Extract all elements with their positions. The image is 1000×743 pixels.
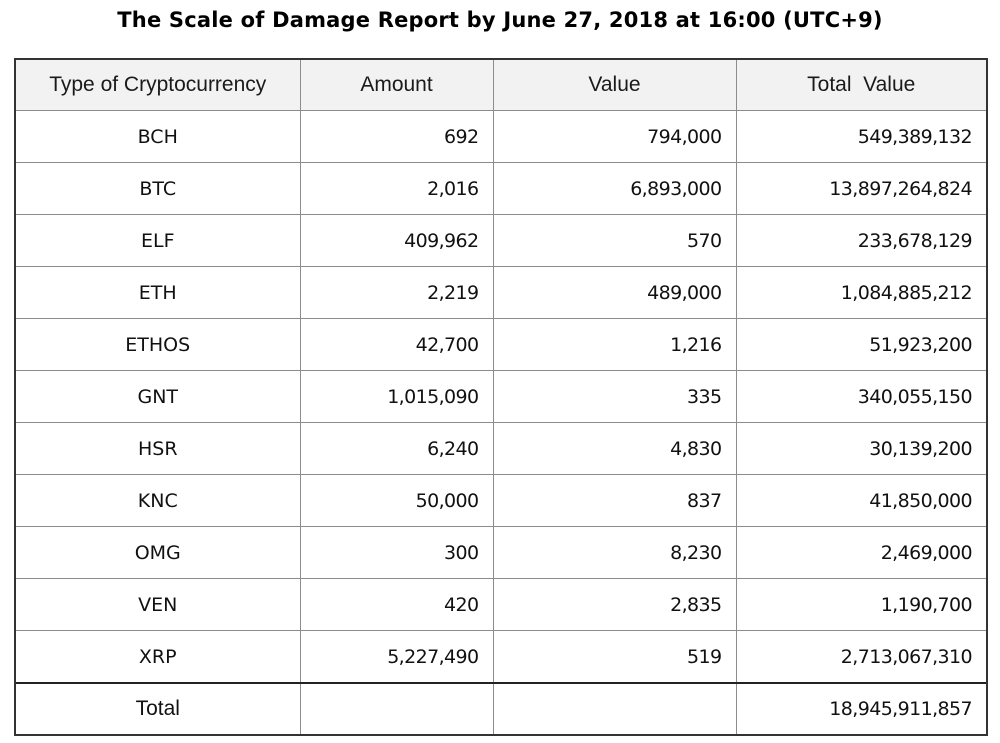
cell-amount: 2,016	[299, 162, 494, 215]
header-row: Type of Cryptocurrency Amount Value Tota…	[14, 58, 988, 111]
table-row: OMG 300 8,230 2,469,000	[14, 526, 988, 579]
cell-total-value: 1,084,885,212	[735, 266, 988, 319]
cell-value: 519	[492, 630, 737, 684]
table-row: XRP 5,227,490 519 2,713,067,310	[14, 630, 988, 684]
cell-total-value: 51,923,200	[735, 318, 988, 371]
cell-value: 8,230	[492, 526, 737, 579]
cell-amount: 42,700	[299, 318, 494, 371]
cell-value: 570	[492, 214, 737, 267]
cell-amount: 5,227,490	[299, 630, 494, 684]
table-row: HSR 6,240 4,830 30,139,200	[14, 422, 988, 475]
cell-value: 489,000	[492, 266, 737, 319]
cell-value: 1,216	[492, 318, 737, 371]
table-row: ETHOS 42,700 1,216 51,923,200	[14, 318, 988, 371]
cell-total-value: 340,055,150	[735, 370, 988, 423]
cell-currency: ETH	[14, 266, 301, 319]
cell-total-value: 41,850,000	[735, 474, 988, 527]
cell-currency: BTC	[14, 162, 301, 215]
table-body: BCH 692 794,000 549,389,132 BTC 2,016 6,…	[14, 110, 988, 684]
total-label: Total	[14, 682, 301, 736]
cell-total-value: 2,469,000	[735, 526, 988, 579]
cell-value: 4,830	[492, 422, 737, 475]
cell-amount: 300	[299, 526, 494, 579]
total-value-cell	[492, 682, 737, 736]
cell-currency: OMG	[14, 526, 301, 579]
cell-currency: VEN	[14, 578, 301, 631]
total-sum-value: 18,945,911,857	[735, 682, 988, 736]
cell-value: 2,835	[492, 578, 737, 631]
cell-total-value: 30,139,200	[735, 422, 988, 475]
cell-amount: 1,015,090	[299, 370, 494, 423]
cell-amount: 409,962	[299, 214, 494, 267]
damage-report-table: Type of Cryptocurrency Amount Value Tota…	[14, 58, 988, 736]
cell-currency: KNC	[14, 474, 301, 527]
cell-total-value: 233,678,129	[735, 214, 988, 267]
cell-value: 794,000	[492, 110, 737, 163]
total-amount-cell	[299, 682, 494, 736]
cell-value: 335	[492, 370, 737, 423]
cell-amount: 2,219	[299, 266, 494, 319]
total-row: Total 18,945,911,857	[14, 682, 988, 736]
cell-currency: ELF	[14, 214, 301, 267]
table-row: VEN 420 2,835 1,190,700	[14, 578, 988, 631]
header-type-of-cryptocurrency: Type of Cryptocurrency	[14, 58, 301, 111]
header-value: Value	[492, 58, 737, 111]
cell-amount: 6,240	[299, 422, 494, 475]
cell-total-value: 549,389,132	[735, 110, 988, 163]
table-row: ETH 2,219 489,000 1,084,885,212	[14, 266, 988, 319]
report-title: The Scale of Damage Report by June 27, 2…	[117, 8, 883, 32]
table-row: BCH 692 794,000 549,389,132	[14, 110, 988, 163]
header-total-value: Total Value	[735, 58, 988, 111]
cell-amount: 420	[299, 578, 494, 631]
cell-currency: GNT	[14, 370, 301, 423]
header-amount: Amount	[299, 58, 494, 111]
cell-total-value: 2,713,067,310	[735, 630, 988, 684]
cell-total-value: 1,190,700	[735, 578, 988, 631]
cell-currency: ETHOS	[14, 318, 301, 371]
cell-amount: 50,000	[299, 474, 494, 527]
table-row: GNT 1,015,090 335 340,055,150	[14, 370, 988, 423]
table-row: ELF 409,962 570 233,678,129	[14, 214, 988, 267]
table-row: KNC 50,000 837 41,850,000	[14, 474, 988, 527]
table-row: BTC 2,016 6,893,000 13,897,264,824	[14, 162, 988, 215]
cell-value: 6,893,000	[492, 162, 737, 215]
cell-currency: BCH	[14, 110, 301, 163]
cell-amount: 692	[299, 110, 494, 163]
cell-value: 837	[492, 474, 737, 527]
cell-currency: HSR	[14, 422, 301, 475]
cell-total-value: 13,897,264,824	[735, 162, 988, 215]
cell-currency: XRP	[14, 630, 301, 684]
